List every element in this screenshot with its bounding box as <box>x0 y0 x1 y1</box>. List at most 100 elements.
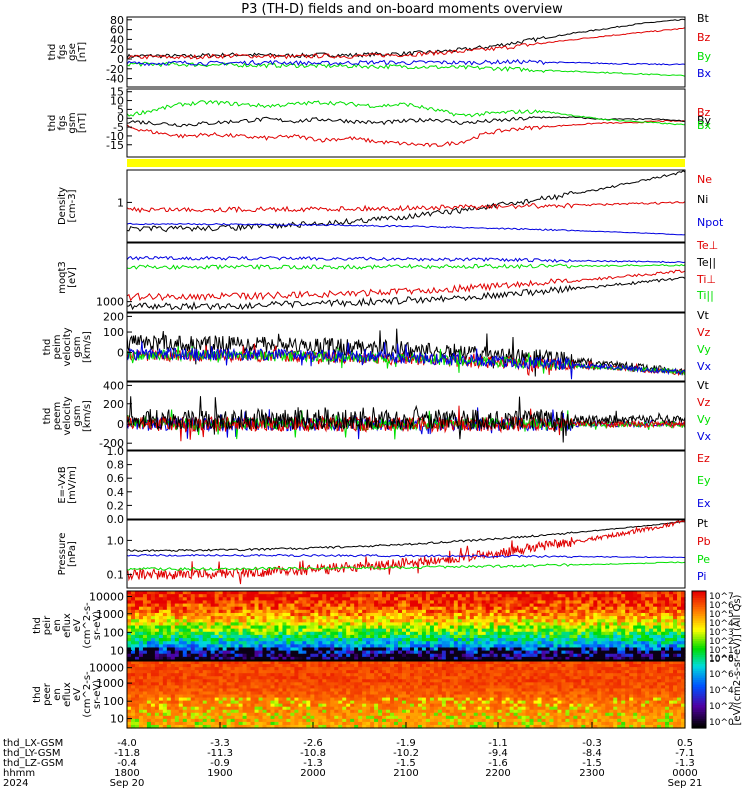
colorbar-tick-label: 10^2 <box>709 702 734 712</box>
y-axis-label: eflux <box>62 682 73 707</box>
y-axis-label: [nT] <box>77 42 88 62</box>
y-tick-label: 1.0 <box>107 445 125 458</box>
legend-By: By <box>697 114 712 127</box>
x-tick-label: -1.1 <box>488 738 508 749</box>
y-tick-label: 0 <box>117 418 124 431</box>
colorbar-tick-label: 10^4 <box>709 686 734 696</box>
legend-Vy: Vy <box>697 413 711 426</box>
y-tick-label: -20 <box>106 63 124 76</box>
y-axis-label: thd <box>42 408 53 425</box>
y-axis-label: thd <box>47 115 58 132</box>
y-tick-label: 0.1 <box>107 568 125 581</box>
trace-black <box>126 521 686 553</box>
x-tick-label: -11.3 <box>207 748 233 759</box>
trace-green <box>126 561 686 572</box>
y-tick-label: 10 <box>110 713 124 726</box>
trace-red <box>126 269 686 302</box>
legend-Bx: Bx <box>697 67 712 80</box>
y-axis-label: [km/s] <box>82 331 93 363</box>
y-axis-label: [km/s] <box>82 400 93 432</box>
colorbar-tick-label: 10^6 <box>709 601 734 611</box>
legend-Pi: Pi <box>697 570 706 583</box>
legend-Vx: Vx <box>697 430 712 443</box>
y-axis-label: moqt3 <box>57 261 68 294</box>
panel-frame <box>126 88 686 158</box>
legend-Vy: Vy <box>697 343 711 356</box>
y-axis-label: thd <box>47 44 58 61</box>
y-tick-label: -10 <box>106 130 124 143</box>
y-tick-label: 0 <box>117 346 124 359</box>
x-tick-label: -1.3 <box>303 758 323 769</box>
legend-Ti||: Ti|| <box>696 289 714 302</box>
series-line-Bx <box>126 58 686 67</box>
y-tick-label: 0.0 <box>107 513 125 526</box>
y-tick-label: 60 <box>110 24 124 37</box>
legend-Ne: Ne <box>697 173 712 186</box>
y-axis-label: [cm-3] <box>67 189 78 222</box>
y-axis-label: (cm^2-s- <box>82 602 93 649</box>
legend-Vt: Vt <box>697 309 710 322</box>
panel-10: 10000 1000 100 10 thd peer en eflux eV (cm^2-s-sr… <box>32 660 686 729</box>
y-tick-label: 10 <box>110 644 124 657</box>
y-axis-label: E=-VxB <box>57 466 68 503</box>
x-tick-label: 1900 <box>207 768 232 779</box>
panel-frame <box>126 450 686 520</box>
y-tick-label: 0.4 <box>107 486 125 499</box>
trace-blue <box>126 341 686 380</box>
trace-blue <box>126 255 686 264</box>
y-axis-label: sr-eV) <box>92 680 103 709</box>
x-tick-label: 2100 <box>393 768 418 779</box>
y-axis-label: Density <box>57 187 68 225</box>
x-tick-label: -7.1 <box>675 748 695 759</box>
y-axis-label: peer <box>42 682 53 706</box>
trace-black <box>126 276 686 311</box>
series-line-By <box>126 116 686 128</box>
y-axis-label: thd <box>32 686 43 703</box>
series-line-By <box>126 61 686 77</box>
colorbar-tick-label: 10^1 <box>709 646 734 656</box>
colorbar-tick-label: 10^5 <box>709 610 734 620</box>
colorbar-tick-label: 10^6 <box>709 670 734 680</box>
panel-5: 200 100 0 thd peim velocity gsm [km/s] Vt Vz Vy Vx <box>42 309 712 382</box>
y-tick-label: -5 <box>113 121 124 134</box>
colorbar-label: [eV/(cm2-s-sr-eV)] (All Qs) <box>732 594 743 725</box>
x-tick-label: -1.5 <box>582 758 602 769</box>
y-axis-label: en <box>52 688 63 701</box>
colorbar-tick-label: 10^0 <box>709 655 734 665</box>
x-tick-label: -0.9 <box>210 758 230 769</box>
x-tick-label: -2.6 <box>303 738 323 749</box>
trace-black <box>126 170 686 233</box>
legend-Pe: Pe <box>697 553 710 566</box>
x-tick-label: Sep 21 <box>668 778 703 789</box>
panel-3: 1 Density [cm-3] Ne Ni Npot <box>57 169 724 243</box>
y-axis-label: peir <box>42 615 53 635</box>
x-tick-label: -11.8 <box>114 748 140 759</box>
y-tick-label: 15 <box>110 86 124 99</box>
x-axis-row-label: 2024 <box>3 778 28 789</box>
legend-By: By <box>697 50 712 63</box>
y-tick-label: -15 <box>106 139 124 152</box>
x-tick-label: -0.3 <box>582 738 602 749</box>
y-axis-label: gsm <box>72 336 83 357</box>
y-axis-label: velocity <box>62 396 73 435</box>
y-axis-label: eV <box>72 619 83 632</box>
y-tick-label: 1000 <box>96 677 124 690</box>
colorbar-tick-label: 10^3 <box>709 628 734 638</box>
legend-Ey: Ey <box>697 474 711 487</box>
y-tick-label: 0.6 <box>107 472 125 485</box>
y-tick-label: 100 <box>103 626 124 639</box>
legend-Te⊥: Te⊥ <box>696 239 718 252</box>
panel-7: 1.00.80.60.40.20.0 E=-VxB [mV/m] Ez Ey Ex <box>57 445 711 526</box>
y-axis-label: [nPa] <box>67 541 78 567</box>
trace-red <box>126 201 686 214</box>
series-line-Bx <box>126 100 686 126</box>
y-tick-label: 1000 <box>96 296 124 309</box>
colorbar-tick-label: 10^7 <box>709 592 734 602</box>
y-axis-label: Pressure <box>57 533 68 576</box>
y-axis-label: [eV] <box>67 267 78 288</box>
y-axis-label: en <box>52 619 63 632</box>
y-tick-label: 200 <box>103 398 124 411</box>
legend-Npot: Npot <box>697 216 724 229</box>
y-tick-label: 0.2 <box>107 499 125 512</box>
